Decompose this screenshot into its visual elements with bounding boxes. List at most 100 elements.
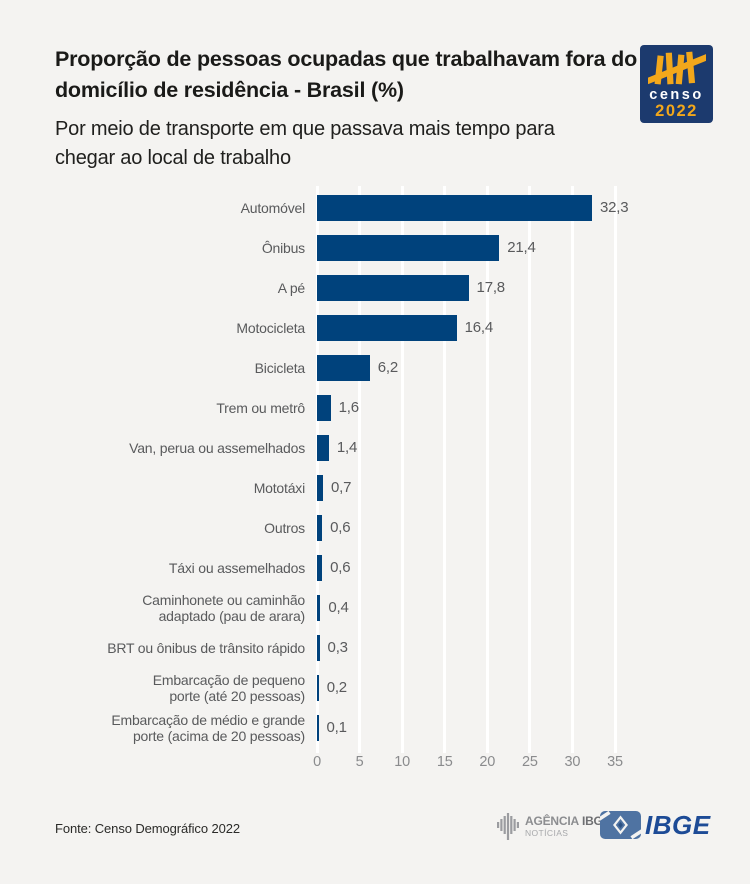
bar-track: 0,6 [317, 515, 750, 541]
bar-track: 16,4 [317, 315, 750, 341]
value-label: 17,8 [476, 279, 506, 296]
source-note: Fonte: Censo Demográfico 2022 [55, 821, 240, 836]
bar-row: Ônibus 21,4 [0, 228, 750, 268]
x-axis-tick: 25 [521, 754, 538, 770]
bar-track: 0,3 [317, 635, 750, 661]
gridline [358, 186, 362, 753]
category-label: Automóvel [240, 199, 306, 216]
value-label: 0,4 [328, 599, 349, 616]
bar-rows: Automóvel 32,3 Ônibus 21,4 A pé 17,8 Motocicle… [0, 188, 750, 748]
bar-row: Van, perua ou assemelhados 1,4 [0, 428, 750, 468]
gridline [528, 186, 532, 753]
bar [317, 435, 329, 461]
bar-track: 0,2 [317, 675, 750, 701]
bar [317, 515, 323, 541]
x-axis-tick: 15 [436, 754, 453, 770]
x-axis-tick: 30 [564, 754, 581, 770]
category-label: Caminhonete ou caminhão adaptado (pau de… [142, 591, 305, 625]
agencia-noticias-label: NOTÍCIAS [525, 828, 569, 839]
bar-row: Embarcação de pequeno porte (até 20 pess… [0, 668, 750, 708]
agencia-ibge-text: AGÊNCIA IBGE NOTÍCIAS [525, 815, 611, 839]
bar-row: A pé 17,8 [0, 268, 750, 308]
bar [317, 715, 319, 741]
bar-track: 0,1 [317, 715, 750, 741]
value-label: 0,2 [326, 679, 347, 696]
agencia-ibge-title: AGÊNCIA IBGE [525, 815, 611, 827]
gridline [315, 186, 319, 753]
bar-row: Motocicleta 16,4 [0, 308, 750, 348]
bar [317, 635, 320, 661]
bar [317, 475, 323, 501]
x-axis-tick: 5 [355, 754, 364, 770]
value-label: 0,3 [327, 639, 348, 656]
censo-2022-logo: censo 2022 [640, 45, 713, 123]
bar-row: Outros 0,6 [0, 508, 750, 548]
bar-track: 1,4 [317, 435, 750, 461]
gridline [613, 186, 617, 753]
agencia-ibge-icon [497, 813, 519, 840]
value-label: 0,6 [330, 559, 351, 576]
category-label: Embarcação de pequeno porte (até 20 pess… [152, 671, 305, 705]
category-label: Táxi ou assemelhados [168, 559, 305, 576]
bar-row: Caminhonete ou caminhão adaptado (pau de… [0, 588, 750, 628]
bar-track: 0,7 [317, 475, 750, 501]
bar [317, 315, 457, 341]
bar [317, 595, 321, 621]
tally-marks-icon [647, 51, 706, 85]
x-axis-tick: 0 [313, 754, 321, 770]
bar [317, 275, 469, 301]
bar-track: 17,8 [317, 275, 750, 301]
bar-track: 6,2 [317, 355, 750, 381]
bar-row: BRT ou ônibus de trânsito rápido 0,3 [0, 628, 750, 668]
gridline [443, 186, 447, 753]
category-label: Bicicleta [254, 359, 306, 376]
value-label: 32,3 [600, 199, 629, 216]
ibge-logo-text: IBGE [645, 809, 711, 840]
bar [317, 355, 370, 381]
category-label: A pé [277, 279, 305, 296]
value-label: 0,1 [326, 719, 347, 736]
category-label: Trem ou metrô [216, 399, 305, 416]
value-label: 1,6 [338, 399, 359, 416]
bar [317, 675, 319, 701]
header: Proporção de pessoas ocupadas que trabal… [55, 44, 640, 173]
ibge-logo: IBGE [600, 811, 711, 839]
bar-row: Mototáxi 0,7 [0, 468, 750, 508]
bar [317, 555, 323, 581]
gridline [400, 186, 404, 753]
censo-logo-text: censo [649, 87, 704, 103]
x-axis-tick: 10 [394, 754, 411, 770]
bar-row: Bicicleta 6,2 [0, 348, 750, 388]
bar-row: Embarcação de médio e grande porte (acim… [0, 708, 750, 748]
value-label: 16,4 [464, 319, 494, 336]
bar-track: 0,4 [317, 595, 750, 621]
bar-row: Táxi ou assemelhados 0,6 [0, 548, 750, 588]
bar [317, 235, 500, 261]
ibge-compass-icon [600, 811, 641, 839]
category-label: Mototáxi [253, 479, 306, 496]
chart-title: Proporção de pessoas ocupadas que trabal… [55, 47, 638, 102]
bar-row: Automóvel 32,3 [0, 188, 750, 228]
value-label: 6,2 [377, 359, 399, 376]
chart-subtitle: Por meio de transporte em que passava ma… [55, 118, 555, 169]
value-label: 0,7 [330, 479, 352, 496]
x-axis: 0 5 10 15 20 25 30 35 [0, 754, 750, 774]
gridline [485, 186, 489, 753]
category-label: Van, perua ou assemelhados [129, 439, 305, 456]
censo-logo-year: 2022 [655, 102, 698, 120]
x-axis-tick: 20 [479, 754, 496, 770]
agencia-ibge-noticias-logo: AGÊNCIA IBGE NOTÍCIAS [497, 813, 611, 840]
bar-track: 21,4 [317, 235, 750, 261]
category-label: Outros [264, 519, 305, 536]
value-label: 1,4 [336, 439, 358, 456]
bar [317, 195, 592, 221]
x-axis-tick: 35 [607, 754, 623, 770]
category-label: Motocicleta [236, 319, 305, 336]
value-label: 21,4 [507, 239, 536, 256]
category-label: Ônibus [261, 239, 305, 256]
category-label: BRT ou ônibus de trânsito rápido [107, 639, 305, 656]
gridlines [0, 186, 750, 753]
category-label: Embarcação de médio e grande porte (acim… [111, 711, 305, 745]
bar-track: 0,6 [317, 555, 750, 581]
